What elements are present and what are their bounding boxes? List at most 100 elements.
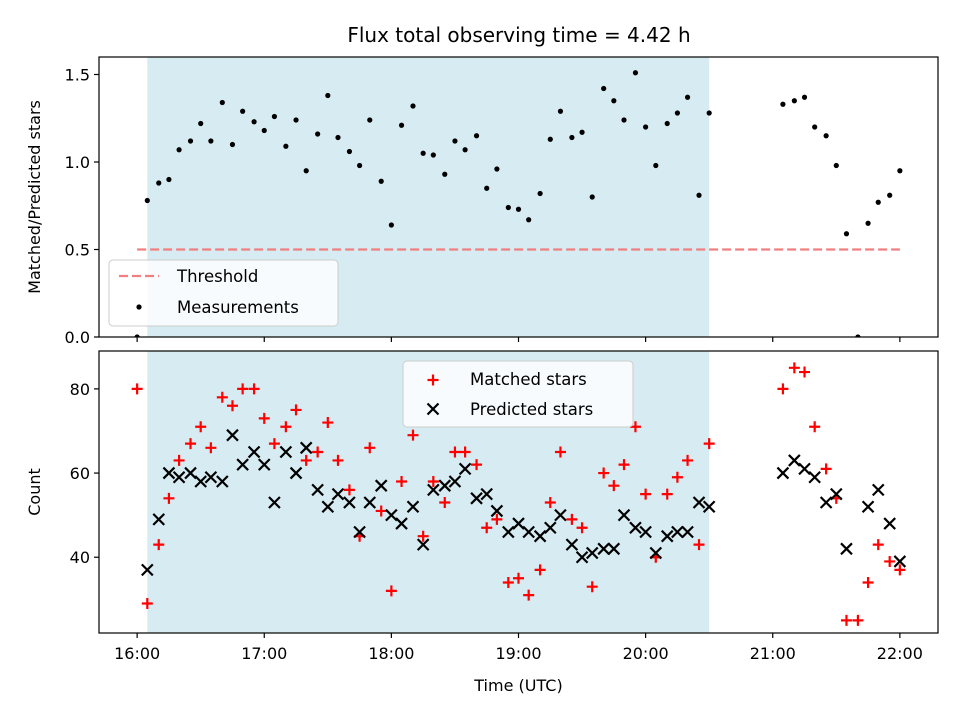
panel-1-series-0-point-36 [513, 572, 524, 584]
panel-1-xtick-label-3: 19:00 [495, 644, 541, 663]
panel-1-series-0-point-64 [872, 539, 884, 551]
panel-1-series-1-point-63 [861, 500, 875, 514]
panel-1-series-0-point-58 [809, 421, 821, 433]
panel-1-series-1-point-8 [216, 475, 229, 488]
panel-1-series-0-point-5 [185, 438, 197, 450]
panel-0-series-0-point-48 [643, 124, 649, 130]
legend-matched-label: Matched stars [470, 370, 587, 389]
panel-1-series-0-point-62 [852, 614, 864, 626]
panel-0-series-0-point-55 [780, 101, 786, 107]
panel-0-series-0-point-44 [601, 85, 607, 92]
panel-1-series-1-point-4 [172, 470, 186, 484]
panel-1-series-0-point-31 [459, 446, 471, 458]
panel-0-series-0-point-0 [134, 334, 140, 337]
panel-1-series-1-point-52 [681, 525, 694, 539]
panel-0-series-0-point-43 [589, 194, 595, 200]
panel-1-series-1-point-54 [702, 500, 716, 514]
panel-0-series-0-point-25 [398, 122, 405, 128]
panel-0-series-0-point-47 [632, 70, 639, 76]
panel-1-xlabel: Time (UTC) [473, 676, 562, 695]
panel-0-series-0-point-59 [823, 133, 829, 139]
panel-1-series-0-point-30 [449, 446, 461, 458]
panel-0-series-0-point-65 [887, 192, 893, 198]
panel-1-series-1-point-43 [585, 546, 599, 560]
panel-0-series-0-point-50 [664, 120, 670, 127]
panel-1-series-0-point-15 [290, 404, 302, 416]
panel-0-series-0-point-21 [356, 162, 363, 169]
legend-measurements-swatch [136, 304, 142, 310]
panel-0-series-0-point-13 [271, 113, 278, 120]
panel-1-ylabel: Count [25, 468, 44, 516]
panel-0-series-0-point-3 [166, 176, 172, 183]
panel-0-series-0-point-36 [515, 206, 522, 212]
panel-1-series-1-point-24 [385, 508, 398, 522]
panel-1-ytick-label-0: 40 [70, 548, 90, 567]
panel-1-series-0-point-37 [523, 589, 535, 601]
panel-1-series-1-point-6 [194, 475, 207, 488]
panel-0-series-0-point-5 [187, 138, 194, 144]
panel-1-series-0-point-43 [586, 581, 598, 593]
panel-1-series-0-point-44 [598, 467, 610, 479]
panel-1-series-0-point-11 [248, 383, 260, 395]
panel-0-series-0-point-23 [378, 178, 384, 184]
panel-1-series-0-point-59 [820, 463, 832, 475]
panel-1-series-0-point-25 [396, 475, 408, 487]
panel-0-series-0-point-38 [537, 190, 543, 197]
legend-predicted-label: Predicted stars [470, 400, 593, 419]
panel-0-series-0-point-12 [261, 127, 267, 134]
panel-0-series-0-point-16 [303, 168, 309, 174]
panel-1-ytick-label-1: 60 [70, 464, 90, 483]
panel-1-series-0-point-4 [173, 454, 185, 466]
panel-0-series-0-point-8 [219, 99, 225, 106]
panel-1-series-1-point-37 [522, 525, 535, 539]
panel-0-ytick-label-3: 1.5 [65, 66, 90, 85]
panel-1-series-0-point-14 [280, 421, 292, 433]
panel-1-xtick-label-2: 18:00 [368, 644, 414, 663]
panel-1-xtick-label-6: 22:00 [877, 644, 923, 663]
panel-1-series-0-point-2 [153, 539, 165, 551]
panel-1-series-1-point-33 [480, 487, 493, 501]
panel-0-series-0-point-34 [494, 166, 500, 172]
panel-1-series-1-point-32 [470, 492, 483, 505]
panel-1-xtick-label-4: 20:00 [623, 644, 669, 663]
panel-1-series-0-point-56 [788, 362, 800, 374]
panel-1-series-1-point-15 [289, 466, 303, 480]
panel-1-series-1-point-28 [427, 483, 440, 497]
panel-1-series-0-point-65 [884, 555, 896, 567]
panel-0-series-0-point-6 [198, 120, 204, 127]
panel-0-series-0-point-40 [557, 108, 564, 114]
panel-1-series-0-point-63 [862, 576, 874, 588]
panel-1-series-0-point-39 [544, 497, 556, 509]
panel-1-series-1-point-30 [448, 475, 462, 488]
panel-1-series-1-point-9 [226, 428, 239, 442]
panel-1-series-0-point-26 [407, 429, 419, 441]
panel-1-series-1-point-16 [299, 441, 313, 455]
panel-1-series-0-point-42 [576, 522, 588, 534]
panel-0-series-0-point-57 [801, 94, 808, 100]
panel-1-series-0-point-16 [300, 454, 312, 466]
panel-0-series-0-point-60 [833, 162, 839, 169]
panel-1-series-0-point-48 [640, 488, 652, 500]
panel-1-series-0-point-34 [491, 513, 503, 525]
panel-1-series-1-point-57 [798, 462, 811, 476]
panel-1-series-1-point-29 [438, 479, 452, 492]
legend-threshold-label: Threshold [176, 267, 258, 286]
panel-0-series-0-point-29 [442, 171, 448, 177]
panel-1-series-0-point-32 [471, 459, 483, 471]
panel-0-series-0-point-58 [812, 124, 818, 130]
panel-0-series-0-point-18 [325, 92, 331, 99]
panel-1-series-0-point-18 [322, 417, 334, 429]
panel-0-series-0-point-37 [526, 217, 532, 223]
chart-title: Flux total observing time = 4.42 h [347, 23, 690, 47]
panel-1-series-0-point-7 [205, 442, 217, 454]
panel-1-series-1-point-35 [502, 525, 515, 539]
panel-0-series-0-point-20 [346, 148, 353, 155]
panel-0-series-0-point-52 [684, 94, 691, 100]
panel-0-series-0-point-63 [865, 220, 871, 226]
panel-1-series-0-point-12 [258, 412, 270, 424]
panel-1-series-0-point-54 [703, 438, 715, 450]
panel-1-series-1-point-47 [629, 521, 642, 535]
panel-0-series-0-point-17 [315, 131, 321, 137]
panel-0-series-0-point-53 [696, 192, 702, 198]
bottom-legend-box [402, 360, 634, 428]
